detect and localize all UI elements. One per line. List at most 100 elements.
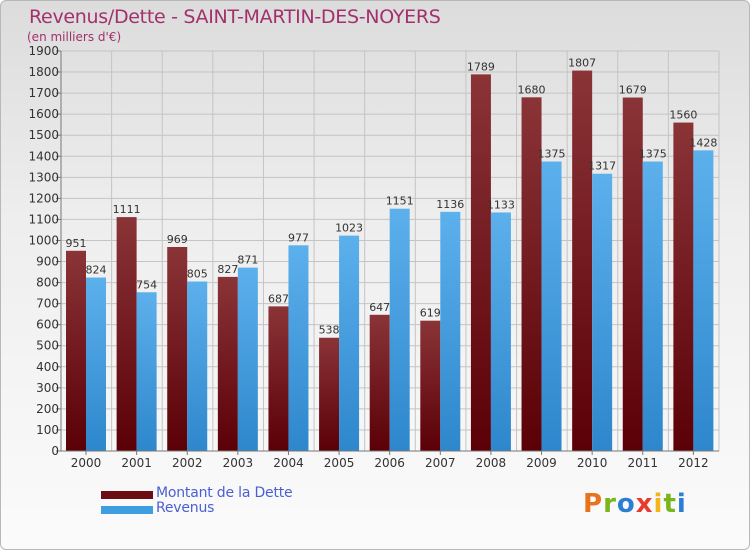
data-label: 754 — [136, 278, 157, 291]
logo-letter: i — [676, 489, 687, 519]
bar-revenus — [389, 208, 410, 451]
x-tick-label: 2012 — [678, 456, 709, 470]
y-tick-label: 1800 — [28, 65, 59, 79]
data-label: 538 — [319, 324, 340, 337]
y-tick-label: 1200 — [28, 191, 59, 205]
data-label: 1375 — [538, 148, 566, 161]
bar-dette — [268, 306, 289, 451]
bar-dette — [470, 74, 491, 452]
x-tick-label: 2007 — [425, 456, 456, 470]
y-tick-label: 300 — [36, 381, 59, 395]
bar-revenus — [339, 235, 360, 451]
data-label: 619 — [420, 307, 441, 320]
y-tick-label: 1500 — [28, 128, 59, 142]
data-label: 1317 — [588, 160, 616, 173]
bar-dette — [673, 122, 694, 451]
y-tick-label: 1100 — [28, 212, 59, 226]
x-tick-label: 2000 — [71, 456, 102, 470]
x-tick-label: 2006 — [374, 456, 405, 470]
data-label: 1375 — [639, 148, 667, 161]
data-label: 1111 — [113, 203, 141, 216]
bar-revenus — [237, 267, 258, 451]
bar-dette — [217, 276, 238, 451]
y-tick-label: 100 — [36, 423, 59, 437]
data-label: 647 — [369, 301, 390, 314]
legend-swatch-dette — [101, 491, 153, 499]
bar-revenus — [136, 292, 157, 451]
x-tick-label: 2009 — [526, 456, 557, 470]
logo-letter: t — [663, 489, 677, 519]
chart-title: Revenus/Dette - SAINT-MARTIN-DES-NOYERS — [29, 6, 441, 28]
bar-revenus — [440, 211, 461, 451]
legend-label-dette: Montant de la Dette — [156, 485, 293, 501]
bar-dette — [521, 97, 542, 451]
y-tick-label: 1400 — [28, 149, 59, 163]
data-label: 1680 — [518, 83, 546, 96]
bar-revenus — [490, 212, 511, 451]
x-tick-label: 2004 — [273, 456, 304, 470]
axis-layer: 0 100 200 300 400 500 600 700 800 900 1000 1100 1200… — [28, 44, 719, 470]
y-tick-label: 0 — [51, 444, 59, 458]
y-tick-label: 200 — [36, 402, 59, 416]
bar-dette — [420, 320, 441, 451]
data-label: 871 — [237, 254, 258, 267]
bar-revenus — [541, 161, 562, 452]
legend-swatch-revenus — [101, 506, 153, 514]
bar-revenus — [86, 277, 106, 451]
data-label: 977 — [288, 231, 309, 244]
bar-dette — [319, 337, 340, 451]
data-label: 1151 — [386, 195, 414, 208]
data-label: 824 — [86, 264, 107, 277]
logo-letter: i — [653, 489, 664, 519]
bar-dette — [369, 314, 390, 451]
logo-letter: P — [583, 489, 604, 519]
data-label: 951 — [66, 237, 87, 250]
y-tick-label: 400 — [36, 360, 59, 374]
data-label: 1136 — [436, 198, 464, 211]
data-label: 1560 — [669, 109, 697, 122]
x-tick-label: 2011 — [627, 456, 658, 470]
data-label: 1133 — [487, 198, 515, 211]
y-tick-label: 700 — [36, 297, 59, 311]
y-tick-label: 1000 — [28, 233, 59, 247]
data-label: 969 — [167, 233, 188, 246]
data-label: 1023 — [335, 222, 363, 235]
data-label: 1428 — [689, 136, 717, 149]
y-tick-label: 1600 — [28, 107, 59, 121]
bar-dette — [116, 217, 137, 451]
y-tick-label: 1900 — [28, 44, 59, 58]
x-tick-label: 2008 — [476, 456, 507, 470]
logo-letter: o — [616, 489, 636, 519]
bar-revenus — [288, 245, 309, 451]
bar-revenus — [592, 173, 613, 451]
y-tick-label: 800 — [36, 276, 59, 290]
bar-revenus — [642, 161, 663, 452]
data-label: 1789 — [467, 60, 495, 73]
data-label: 805 — [187, 268, 208, 281]
data-label: 1807 — [568, 57, 596, 70]
y-tick-label: 1300 — [28, 170, 59, 184]
logo-letter: x — [635, 489, 654, 519]
y-tick-label: 600 — [36, 318, 59, 332]
y-tick-label: 1700 — [28, 86, 59, 100]
bar-revenus — [187, 281, 208, 451]
logo-letter: r — [603, 489, 617, 519]
bar-revenus — [693, 150, 714, 452]
bar-dette — [167, 247, 188, 451]
data-label: 1679 — [619, 84, 647, 97]
x-tick-label: 2001 — [121, 456, 152, 470]
bar-dette — [66, 250, 86, 451]
legend-label-revenus: Revenus — [156, 500, 215, 516]
data-label: 827 — [217, 263, 238, 276]
bar-dette — [572, 70, 593, 451]
y-tick-label: 500 — [36, 339, 59, 353]
y-tick-label: 900 — [36, 255, 59, 269]
x-tick-label: 2003 — [223, 456, 254, 470]
proxiti-logo: Proxiti — [583, 489, 687, 519]
chart-subtitle: (en milliers d'€) — [27, 30, 122, 44]
x-tick-label: 2010 — [577, 456, 608, 470]
bar-dette — [622, 97, 643, 452]
